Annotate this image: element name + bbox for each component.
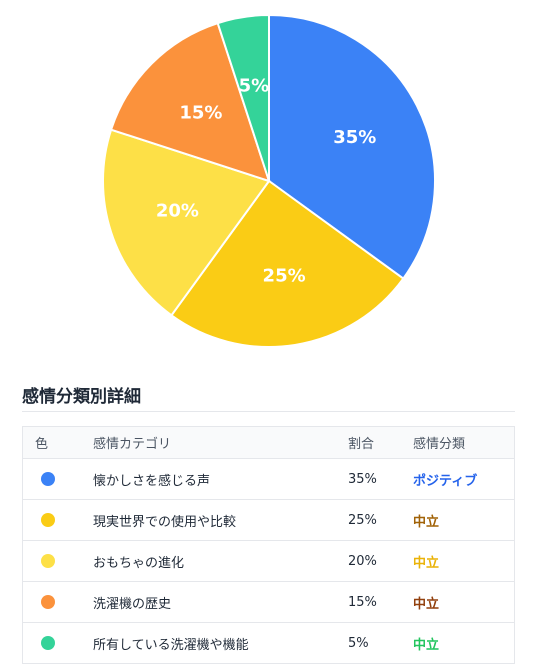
color-dot (41, 595, 55, 609)
ratio-cell: 25% (348, 499, 413, 541)
header-color: 色 (22, 426, 93, 459)
color-dot (41, 554, 55, 568)
header-classification: 感情分類 (413, 426, 515, 459)
header-ratio: 割合 (348, 426, 413, 459)
table-row: 洗濯機の歴史 15% 中立 (22, 581, 515, 623)
table-row: おもちゃの進化 20% 中立 (22, 540, 515, 582)
classification-cell: 中立 (413, 581, 515, 623)
classification-cell: 中立 (413, 499, 515, 541)
table-body: 懐かしさを感じる声 35% ポジティブ 現実世界での使用や比較 25% 中立 お… (22, 458, 515, 664)
table-row: 懐かしさを感じる声 35% ポジティブ (22, 458, 515, 500)
color-dot (41, 472, 55, 486)
section-divider (22, 411, 515, 412)
pie-slice (268, 13, 437, 280)
slice-label: 25% (263, 266, 306, 287)
pie-slice (170, 179, 405, 349)
classification-cell: 中立 (413, 540, 515, 582)
slice-label: 20% (156, 200, 199, 221)
category-cell: 洗濯機の歴史 (93, 581, 348, 623)
table-row: 所有している洗濯機や機能 5% 中立 (22, 622, 515, 664)
table-row: 現実世界での使用や比較 25% 中立 (22, 499, 515, 541)
slice-label: 35% (333, 127, 376, 148)
emotion-detail-table: 色 感情カテゴリ 割合 感情分類 懐かしさを感じる声 35% ポジティブ 現実世… (22, 426, 515, 664)
section-title: 感情分類別詳細 (22, 387, 141, 407)
category-cell: おもちゃの進化 (93, 540, 348, 582)
pie-chart: 35% 25% 20% 15% 5% (101, 13, 437, 349)
table-header-row: 色 感情カテゴリ 割合 感情分類 (22, 426, 515, 459)
classification-cell: 中立 (413, 622, 515, 664)
pie-slice (101, 128, 271, 317)
ratio-cell: 20% (348, 540, 413, 582)
color-dot (41, 636, 55, 650)
ratio-cell: 15% (348, 581, 413, 623)
category-cell: 現実世界での使用や比較 (93, 499, 348, 541)
category-cell: 所有している洗濯機や機能 (93, 622, 348, 664)
slice-label: 15% (179, 102, 222, 123)
pie-slice (216, 13, 270, 182)
slice-label: 5% (239, 75, 270, 96)
classification-cell: ポジティブ (413, 458, 515, 500)
header-category: 感情カテゴリ (93, 426, 348, 459)
color-dot (41, 513, 55, 527)
ratio-cell: 35% (348, 458, 413, 500)
ratio-cell: 5% (348, 622, 413, 664)
category-cell: 懐かしさを感じる声 (93, 458, 348, 500)
